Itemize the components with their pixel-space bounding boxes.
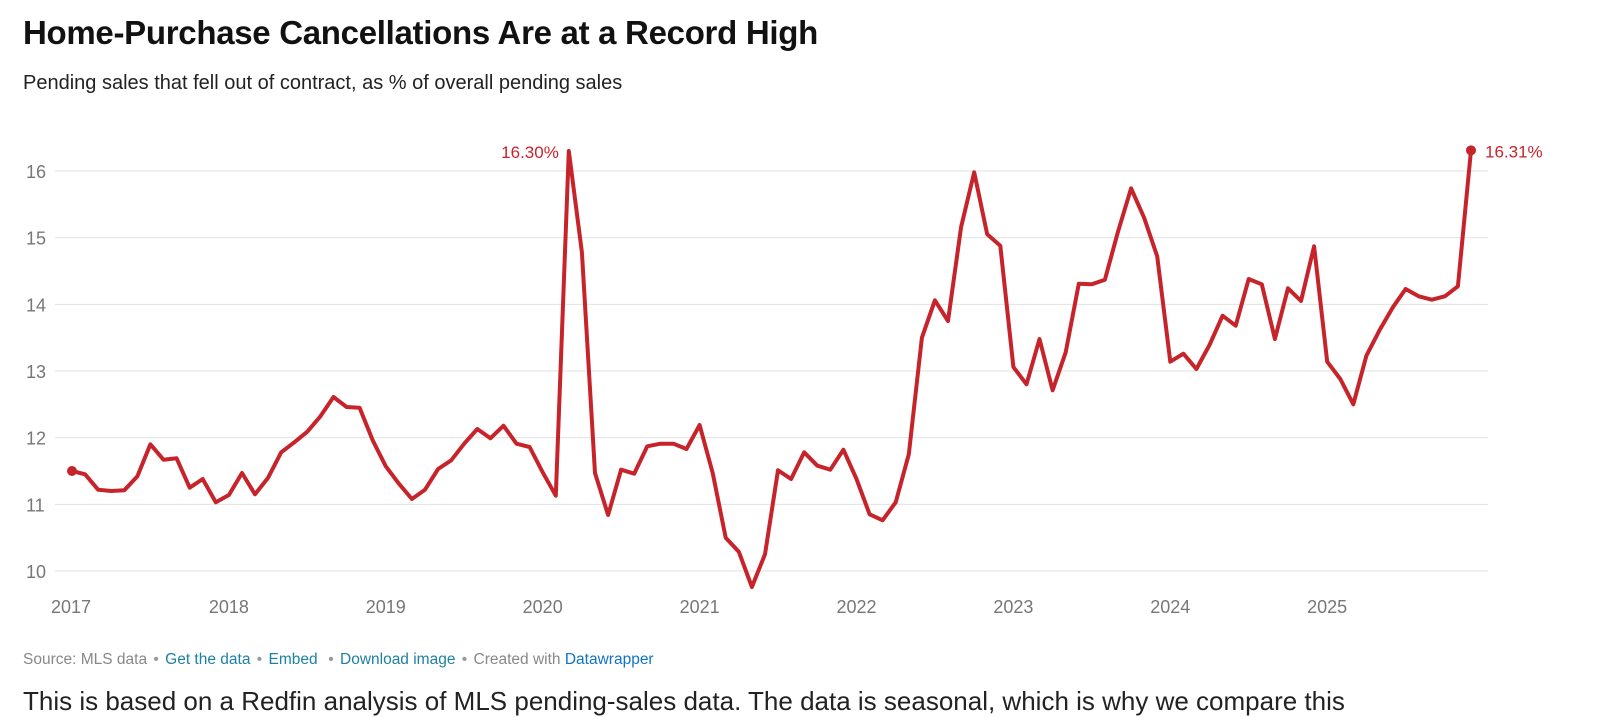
y-tick-label-10: 10	[26, 562, 46, 582]
source-text: Source: MLS data	[23, 651, 148, 668]
y-tick-label-13: 13	[26, 362, 46, 382]
x-tick-label-2022: 2022	[836, 597, 876, 617]
x-tick-label-2019: 2019	[366, 597, 406, 617]
x-tick-label-2024: 2024	[1150, 597, 1190, 617]
y-axis-ticks: 10 11 12 13 14 15 16	[26, 162, 46, 582]
data-label-peak-2020: 16.30%	[501, 143, 559, 162]
data-label-latest: 16.31%	[1485, 142, 1543, 161]
end-point-marker	[1466, 145, 1476, 156]
x-tick-label-2025: 2025	[1307, 597, 1347, 617]
x-tick-label-2020: 2020	[523, 597, 563, 617]
x-axis-ticks: 2017 2018 2019 2020 2021 2022 2023 2024 2025	[51, 597, 1347, 617]
y-tick-label-11: 11	[26, 495, 45, 515]
annotations: 16.30% 16.31%	[501, 142, 1543, 162]
start-point-marker	[67, 466, 77, 476]
y-tick-label-14: 14	[26, 295, 46, 315]
x-tick-label-2017: 2017	[51, 597, 91, 617]
x-tick-label-2018: 2018	[209, 597, 249, 617]
series-line	[70, 148, 1473, 589]
datawrapper-link[interactable]: Datawrapper	[564, 651, 654, 668]
created-with-text: Created with	[473, 651, 561, 668]
x-tick-label-2023: 2023	[993, 597, 1033, 617]
article-body-text: This is based on a Redfin analysis of ML…	[23, 686, 1345, 716]
y-tick-label-12: 12	[26, 429, 46, 449]
y-tick-label-15: 15	[26, 229, 46, 249]
download-image-link[interactable]: Download image	[340, 651, 456, 668]
embed-link[interactable]: Embed	[268, 651, 318, 668]
x-tick-label-2021: 2021	[680, 597, 720, 617]
footer: Source: MLS data • Get the data • Embed …	[23, 651, 654, 668]
chart-title: Home-Purchase Cancellations Are at a Rec…	[23, 14, 818, 51]
y-tick-label-16: 16	[26, 162, 46, 182]
get-data-link[interactable]: Get the data	[165, 651, 251, 668]
series-line-group	[67, 145, 1476, 589]
chart-subtitle: Pending sales that fell out of contract,…	[23, 72, 623, 94]
